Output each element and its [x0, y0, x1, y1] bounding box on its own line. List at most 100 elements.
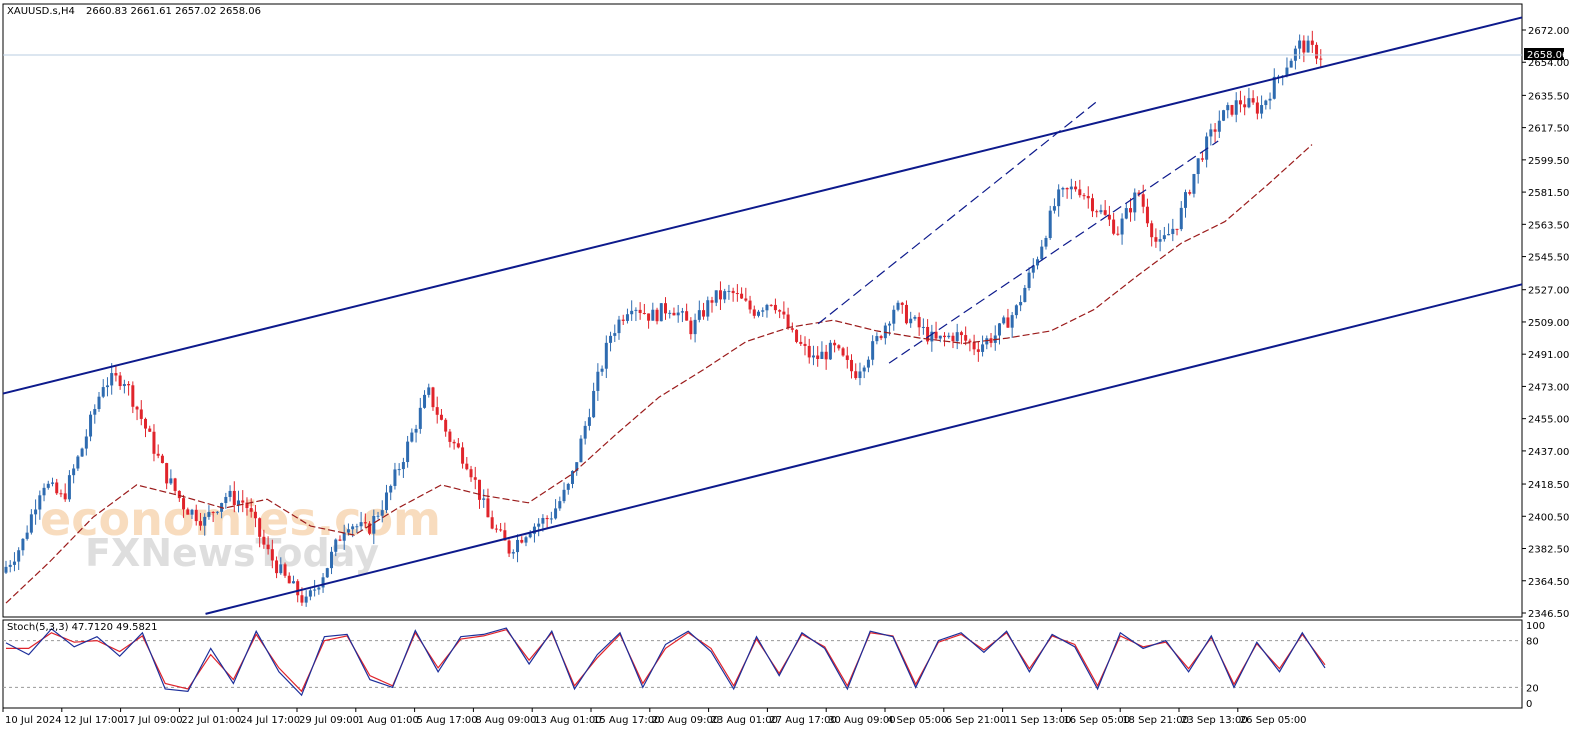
bearish-candle	[114, 373, 118, 376]
bullish-candle	[896, 302, 900, 310]
bullish-candle	[397, 469, 401, 471]
bullish-candle	[1044, 238, 1048, 247]
bullish-candle	[651, 309, 655, 321]
bearish-candle	[287, 575, 291, 584]
bullish-candle	[583, 425, 587, 439]
bullish-candle	[1247, 98, 1251, 108]
bullish-candle	[80, 448, 84, 457]
bearish-candle	[1145, 206, 1149, 224]
price-tick-label: 2672.00	[1528, 26, 1569, 37]
bearish-candle	[182, 498, 186, 510]
bearish-candle	[1129, 208, 1133, 213]
bearish-candle	[1188, 192, 1192, 194]
bearish-candle	[1082, 195, 1086, 197]
bearish-candle	[735, 293, 739, 295]
main-panel-frame	[2, 3, 1523, 618]
bullish-candle	[46, 483, 50, 488]
bullish-candle	[1031, 265, 1035, 273]
bearish-candle	[177, 490, 181, 499]
bullish-candle	[549, 518, 553, 520]
bearish-candle	[1230, 105, 1234, 115]
symbol-label: XAUUSD.s,H4 2660.83 2661.61 2657.02 2658…	[7, 6, 261, 17]
bearish-candle	[786, 314, 790, 329]
bullish-candle	[207, 512, 211, 517]
bullish-candle	[355, 526, 359, 528]
bullish-candle	[67, 475, 71, 500]
bearish-candle	[989, 338, 993, 343]
bearish-candle	[926, 326, 930, 342]
bearish-candle	[368, 523, 372, 534]
bearish-candle	[63, 493, 67, 500]
stoch-tick-label: 100	[1526, 621, 1545, 632]
bullish-candle	[72, 468, 76, 476]
bearish-candle	[448, 431, 452, 442]
bullish-candle	[820, 351, 824, 359]
bearish-candle	[270, 549, 274, 561]
bullish-candle	[596, 371, 600, 391]
bullish-candle	[190, 509, 194, 515]
bullish-candle	[4, 566, 8, 573]
watermark-partner: FXNewsToday	[85, 531, 379, 575]
time-tick-label: 11 Sep 13:00	[1005, 715, 1072, 726]
bearish-candle	[545, 517, 549, 520]
bearish-candle	[837, 345, 841, 349]
bearish-candle	[456, 443, 460, 448]
bullish-candle	[334, 539, 338, 552]
price-tick-label: 2635.50	[1528, 91, 1569, 102]
bearish-candle	[807, 345, 811, 358]
bullish-candle	[1264, 100, 1268, 106]
bearish-candle	[148, 428, 152, 432]
bullish-candle	[34, 509, 38, 515]
bearish-candle	[55, 482, 59, 494]
bullish-candle	[346, 529, 350, 533]
bullish-candle	[985, 338, 989, 345]
bearish-candle	[1243, 104, 1247, 108]
bearish-candle	[431, 387, 435, 408]
bullish-candle	[668, 312, 672, 314]
bullish-candle	[42, 487, 46, 496]
bearish-candle	[799, 341, 803, 344]
bullish-candle	[1268, 98, 1272, 101]
time-tick-label: 22 Jul 01:00	[181, 715, 241, 726]
bearish-candle	[1116, 233, 1120, 235]
bullish-candle	[875, 336, 879, 342]
bearish-candle	[283, 564, 287, 576]
bearish-candle	[833, 342, 837, 346]
bearish-candle	[943, 335, 947, 338]
current-price-marker	[1524, 48, 1564, 60]
bullish-candle	[909, 318, 913, 324]
ohlc-values: 2660.83 2661.61 2657.02 2658.06	[86, 6, 261, 17]
bullish-candle	[997, 323, 1001, 336]
bearish-candle	[198, 521, 202, 526]
bearish-candle	[1175, 228, 1179, 230]
price-tick-label: 2346.50	[1528, 609, 1569, 620]
bearish-candle	[752, 309, 756, 316]
bullish-candle	[76, 456, 80, 469]
bearish-candle	[211, 512, 215, 514]
bullish-candle	[537, 523, 541, 527]
bullish-candle	[401, 462, 405, 470]
bullish-candle	[1010, 315, 1014, 328]
bearish-candle	[135, 406, 139, 410]
bullish-candle	[414, 428, 418, 433]
bearish-candle	[144, 418, 148, 429]
bullish-candle	[600, 368, 604, 372]
bullish-candle	[659, 303, 663, 322]
bearish-candle	[1200, 158, 1204, 160]
price-tick-label: 2382.50	[1528, 545, 1569, 556]
time-tick-label: 8 Aug 09:00	[475, 715, 536, 726]
bullish-candle	[359, 522, 363, 527]
price-tick-label: 2527.00	[1528, 286, 1569, 297]
bearish-candle	[300, 595, 304, 603]
bearish-candle	[363, 522, 367, 524]
bearish-candle	[803, 343, 807, 346]
time-tick-label: 27 Aug 17:00	[769, 715, 836, 726]
bullish-candle	[304, 596, 308, 603]
bullish-candle	[714, 290, 718, 303]
bearish-candle	[160, 455, 164, 464]
bullish-candle	[1019, 301, 1023, 306]
bullish-candle	[203, 516, 207, 526]
bearish-candle	[1078, 189, 1082, 196]
bullish-candle	[723, 291, 727, 300]
